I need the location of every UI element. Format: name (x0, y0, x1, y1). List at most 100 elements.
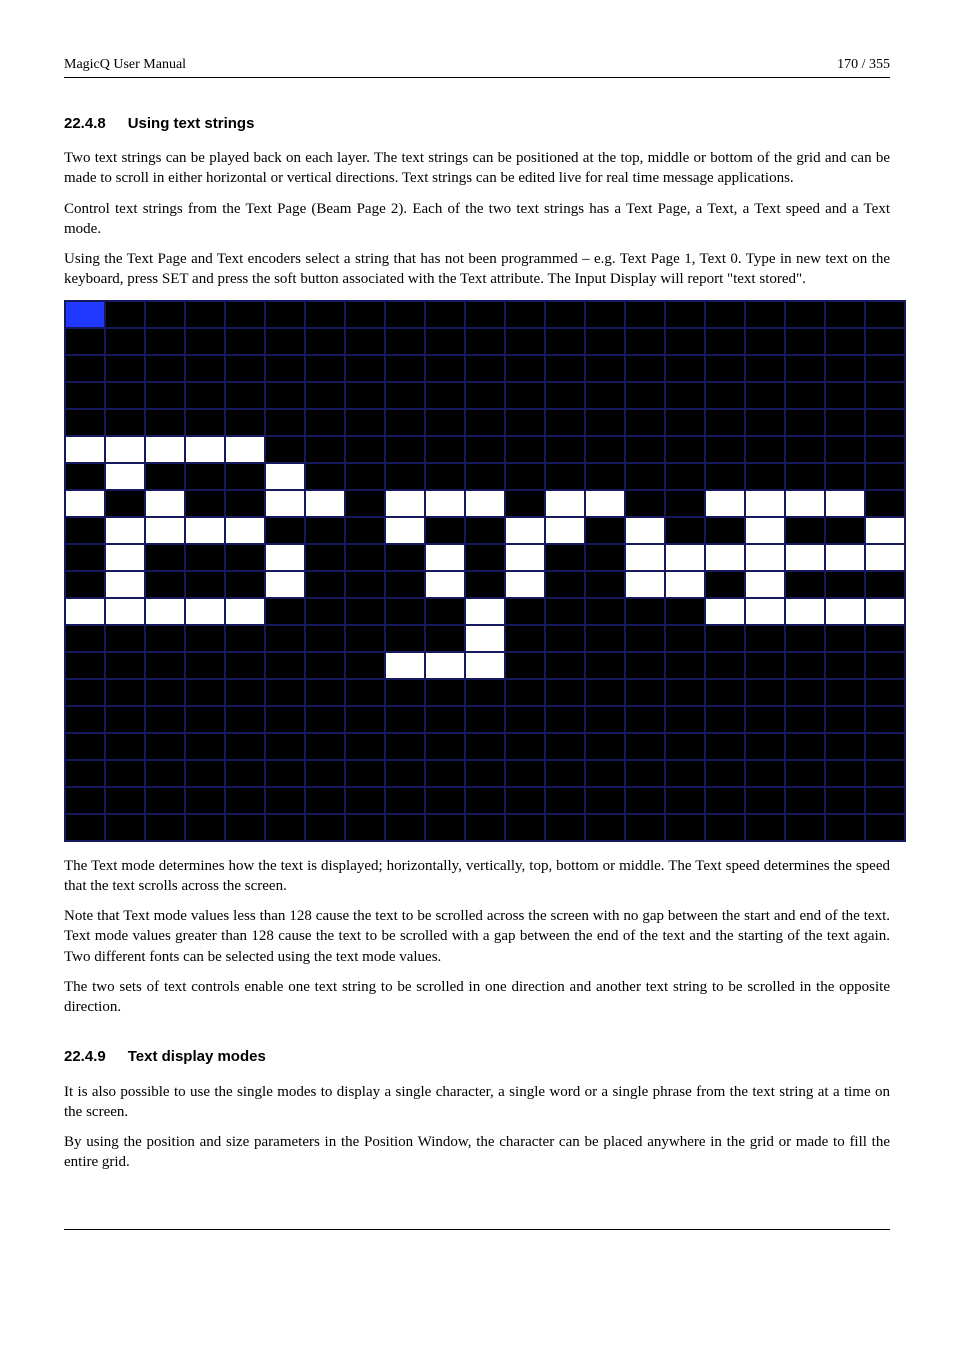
grid-cell (585, 760, 625, 787)
grid-cell (345, 301, 385, 328)
grid-cell (185, 355, 225, 382)
grid-cell (305, 463, 345, 490)
grid-cell (185, 544, 225, 571)
grid-cell (745, 814, 785, 841)
grid-cell (225, 679, 265, 706)
grid-cell (65, 544, 105, 571)
grid-cell (825, 571, 865, 598)
grid-cell (345, 490, 385, 517)
grid-cell (425, 382, 465, 409)
grid-cell (345, 571, 385, 598)
grid-cell (265, 490, 305, 517)
grid-cell (105, 652, 145, 679)
grid-cell (145, 463, 185, 490)
grid-cell (585, 517, 625, 544)
grid-cell (705, 625, 745, 652)
grid-cell (305, 787, 345, 814)
grid-cell (145, 706, 185, 733)
grid-cell (345, 679, 385, 706)
grid-cell (265, 625, 305, 652)
grid-cell (465, 463, 505, 490)
grid-cell (785, 301, 825, 328)
grid-cell (745, 706, 785, 733)
grid-cell (65, 463, 105, 490)
grid-cell (665, 679, 705, 706)
grid-cell (345, 544, 385, 571)
grid-cell (265, 436, 305, 463)
grid-cell (585, 490, 625, 517)
grid-cell (345, 733, 385, 760)
grid-cell (545, 355, 585, 382)
grid-cell (625, 571, 665, 598)
grid-cell (425, 652, 465, 679)
grid-cell (545, 571, 585, 598)
grid-cell (65, 787, 105, 814)
grid-cell (865, 598, 905, 625)
grid-cell (545, 463, 585, 490)
sec1-p1: Two text strings can be played back on e… (64, 148, 890, 189)
grid-cell (785, 436, 825, 463)
grid-cell (545, 490, 585, 517)
grid-cell (465, 652, 505, 679)
grid-cell (585, 814, 625, 841)
grid-cell (625, 436, 665, 463)
grid-cell (465, 436, 505, 463)
sec2-p1: It is also possible to use the single mo… (64, 1082, 890, 1123)
grid-cell (865, 814, 905, 841)
grid-cell (385, 733, 425, 760)
grid-cell (585, 544, 625, 571)
grid-cell (265, 355, 305, 382)
grid-cell (665, 625, 705, 652)
grid-cell (65, 571, 105, 598)
grid-cell (145, 328, 185, 355)
grid-cell (545, 814, 585, 841)
grid-cell (505, 355, 545, 382)
grid-cell (785, 679, 825, 706)
grid-cell (785, 787, 825, 814)
grid-cell (865, 301, 905, 328)
grid-cell (545, 733, 585, 760)
grid-cell (185, 409, 225, 436)
grid-cell (585, 652, 625, 679)
grid-cell (705, 571, 745, 598)
grid-cell (585, 463, 625, 490)
grid-cell (305, 760, 345, 787)
grid-cell (185, 625, 225, 652)
grid-cell (345, 787, 385, 814)
grid-cell (585, 625, 625, 652)
grid-cell (865, 652, 905, 679)
grid-cell (65, 814, 105, 841)
grid-cell (665, 328, 705, 355)
grid-cell (865, 436, 905, 463)
grid-cell (105, 679, 145, 706)
grid-cell (705, 787, 745, 814)
grid-cell (225, 301, 265, 328)
grid-cell (465, 328, 505, 355)
grid-cell (625, 625, 665, 652)
grid-cell (505, 463, 545, 490)
grid-cell (465, 544, 505, 571)
after-p2: Note that Text mode values less than 128… (64, 906, 890, 967)
grid-cell (665, 490, 705, 517)
grid-cell (785, 625, 825, 652)
grid-cell (65, 355, 105, 382)
grid-cell (385, 382, 425, 409)
grid-cell (345, 652, 385, 679)
grid-cell (305, 652, 345, 679)
grid-cell (225, 328, 265, 355)
grid-cell (185, 382, 225, 409)
grid-cell (865, 382, 905, 409)
grid-cell (545, 409, 585, 436)
grid-cell (465, 679, 505, 706)
grid-cell (865, 733, 905, 760)
grid-cell (465, 382, 505, 409)
grid-cell (625, 490, 665, 517)
grid-cell (785, 652, 825, 679)
grid-cell (305, 706, 345, 733)
grid-cell (225, 652, 265, 679)
grid-cell (825, 463, 865, 490)
grid-cell (825, 544, 865, 571)
grid-cell (105, 301, 145, 328)
grid-cell (505, 409, 545, 436)
grid-cell (665, 571, 705, 598)
